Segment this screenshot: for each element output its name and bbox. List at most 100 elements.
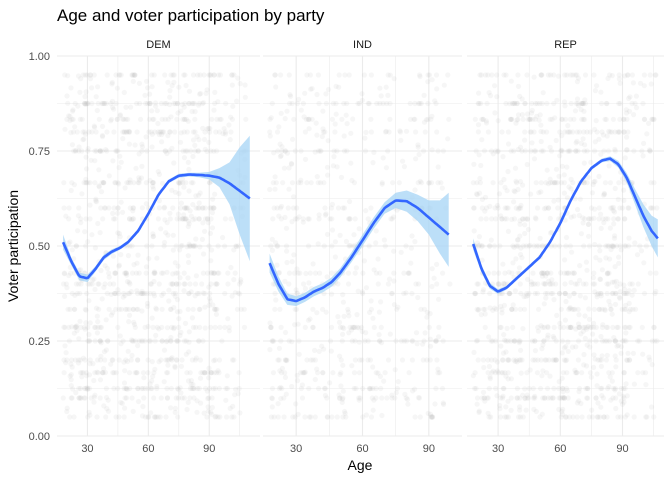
scatter-point	[621, 395, 627, 401]
scatter-point	[92, 338, 98, 344]
scatter-point	[491, 243, 498, 249]
scatter-point	[501, 72, 507, 78]
scatter-point	[595, 290, 602, 297]
scatter-point	[548, 290, 554, 297]
scatter-point	[76, 395, 82, 401]
scatter-point	[417, 72, 423, 78]
scatter-point	[200, 205, 206, 211]
scatter-point	[122, 306, 128, 312]
scatter-point	[284, 108, 290, 114]
scatter-point	[190, 243, 196, 249]
scatter-point	[413, 281, 419, 287]
scatter-point	[292, 414, 298, 420]
scatter-point	[562, 72, 568, 78]
scatter-point	[613, 405, 619, 412]
scatter-point	[281, 414, 287, 420]
scatter-point	[92, 286, 98, 292]
scatter-point	[538, 138, 544, 145]
scatter-point	[146, 129, 152, 135]
scatter-point	[535, 324, 541, 330]
scatter-point	[383, 128, 389, 134]
scatter-point	[325, 414, 331, 420]
scatter-point	[116, 290, 122, 297]
scatter-point	[220, 131, 226, 137]
scatter-point	[111, 106, 117, 112]
scatter-point	[312, 376, 318, 383]
scatter-point	[532, 338, 538, 344]
scatter-point	[478, 72, 484, 78]
scatter-point	[308, 414, 314, 420]
scatter-point	[429, 113, 435, 119]
scatter-point	[581, 129, 587, 135]
scatter-point	[73, 243, 79, 249]
scatter-point	[225, 270, 231, 276]
scatter-point	[349, 338, 355, 344]
scatter-point	[102, 205, 108, 211]
scatter-point	[202, 228, 208, 234]
scatter-point	[223, 397, 229, 403]
scatter-point	[196, 338, 202, 344]
scatter-point	[514, 100, 520, 107]
scatter-point	[324, 274, 330, 280]
scatter-point	[94, 199, 100, 205]
scatter-point	[623, 302, 629, 308]
scatter-point	[567, 116, 574, 122]
scatter-point	[114, 116, 121, 122]
scatter-point	[105, 338, 111, 344]
scatter-point	[537, 100, 543, 107]
scatter-point	[624, 412, 630, 418]
scatter-point	[531, 243, 537, 249]
scatter-point	[567, 305, 573, 311]
scatter-point	[639, 148, 645, 154]
scatter-point	[532, 348, 539, 354]
scatter-point	[68, 395, 74, 401]
scatter-point	[84, 72, 90, 78]
scatter-point	[112, 290, 118, 297]
scatter-point	[190, 100, 196, 107]
scatter-point	[515, 116, 521, 122]
scatter-point	[217, 116, 223, 122]
scatter-point	[318, 180, 324, 186]
scatter-point	[340, 362, 346, 368]
scatter-point	[524, 216, 531, 222]
scatter-point	[498, 213, 504, 219]
scatter-point	[121, 359, 127, 365]
scatter-point	[368, 414, 375, 420]
scatter-point	[572, 196, 578, 202]
scatter-point	[80, 370, 86, 376]
scatter-point	[353, 385, 359, 392]
scatter-point	[269, 395, 275, 402]
scatter-point	[570, 72, 576, 78]
scatter-point	[294, 216, 300, 222]
scatter-point	[212, 324, 218, 330]
scatter-point	[301, 114, 307, 120]
scatter-point	[113, 180, 119, 186]
scatter-point	[98, 340, 104, 346]
scatter-point	[159, 306, 165, 312]
scatter-point	[152, 366, 158, 372]
scatter-point	[622, 385, 628, 392]
scatter-point	[489, 72, 495, 78]
scatter-point	[146, 100, 153, 107]
scatter-point	[560, 385, 566, 392]
scatter-point	[114, 210, 121, 216]
scatter-point	[511, 188, 517, 194]
scatter-point	[175, 100, 181, 107]
scatter-point	[299, 395, 306, 401]
scatter-point	[608, 397, 614, 403]
scatter-point	[192, 293, 198, 299]
scatter-point	[222, 324, 228, 330]
scatter-point	[305, 116, 311, 122]
scatter-point	[481, 148, 488, 154]
scatter-point	[185, 253, 191, 259]
scatter-point	[206, 365, 212, 371]
scatter-point	[559, 148, 565, 154]
scatter-point	[130, 72, 136, 78]
scatter-point	[168, 72, 174, 78]
scatter-point	[435, 148, 441, 154]
scatter-point	[337, 371, 343, 378]
scatter-point	[317, 148, 323, 154]
scatter-point	[159, 129, 166, 135]
scatter-point	[242, 82, 248, 88]
